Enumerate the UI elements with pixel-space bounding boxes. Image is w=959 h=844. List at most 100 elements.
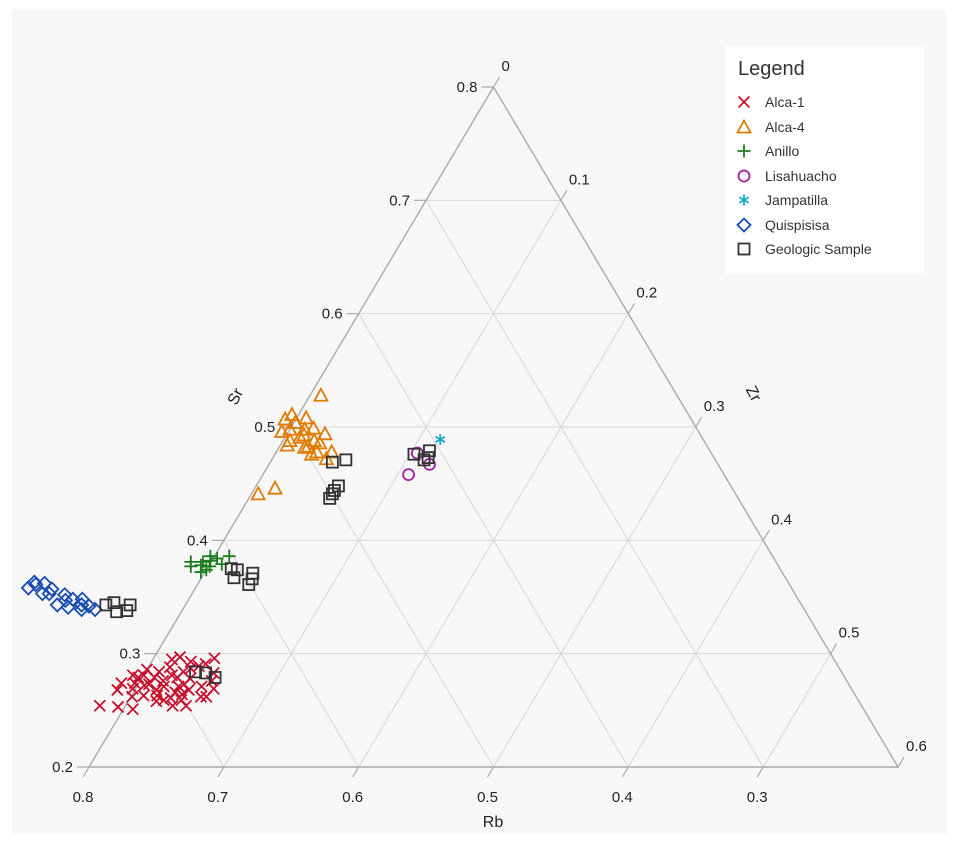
right-tick-label: 0.4: [771, 511, 792, 528]
legend-marker: [738, 194, 750, 206]
alca-1-point: [138, 679, 151, 692]
alca-1-point: [175, 688, 189, 701]
alca-1-point: [179, 699, 193, 712]
circle-marker-icon: [737, 169, 751, 183]
alca-4-point: [267, 479, 284, 495]
alca-4-point: [296, 439, 313, 454]
axis-titles: Rb Sr Zr: [225, 383, 765, 831]
alca-4-point: [305, 419, 322, 435]
legend-label: Jampatilla: [765, 192, 829, 209]
alca-4-point: [279, 436, 296, 452]
legend-item-anillo: Anillo: [735, 139, 872, 164]
plus-marker-icon: [737, 144, 751, 158]
legend-label: Geologic Sample: [765, 241, 872, 258]
legend-item-alca-4: Alca-4: [735, 115, 872, 140]
bottom-tick-label: 0.5: [477, 789, 498, 806]
alca-1-point: [194, 690, 208, 703]
anillo-point: [194, 558, 208, 572]
geologic-sample-point: [227, 571, 241, 585]
alca-4-point: [300, 437, 317, 453]
chart-area: 0.8 0.7 0.6 0.5 0.4 0.3 0.2 0.3 0.4 0.5 0.6 0.7 0.8…: [12, 10, 947, 834]
left-tick-label: 0.7: [389, 192, 410, 209]
left-tick-label: 0.4: [187, 532, 208, 549]
geologic-sample-point: [224, 562, 238, 576]
alca-1-point: [163, 661, 177, 674]
alca-1-point: [208, 652, 221, 665]
alca-1-point: [205, 674, 218, 688]
quispisisa-point: [27, 576, 44, 593]
right-tick-label: 0.3: [704, 398, 725, 415]
legend-label: Alca-1: [765, 94, 805, 111]
left-tick-label: 0.2: [52, 759, 73, 776]
geologic-sample-point: [107, 596, 121, 610]
geologic-sample-point: [123, 598, 137, 612]
alca-4-point: [273, 423, 290, 438]
zr-axis-title: Zr: [742, 383, 764, 405]
legend-item-jampatilla: Jampatilla: [735, 188, 872, 213]
alca-1-point: [184, 655, 197, 668]
triangle-marker-icon: [735, 118, 753, 134]
alca-1-point: [182, 683, 195, 697]
alca-1-point: [111, 700, 125, 714]
alca-1-point: [126, 703, 139, 716]
legend-item-lisahuacho: Lisahuacho: [735, 164, 872, 189]
diamond-marker-icon: [736, 216, 752, 233]
alca-1-point: [128, 676, 141, 690]
right-tick: [560, 190, 568, 201]
bottom-tick-label: 0.4: [612, 789, 633, 806]
alca-4-point: [316, 425, 333, 441]
bottom-axis-ticks: 0.8 0.7 0.6 0.5 0.4 0.3: [73, 766, 768, 806]
geologic-sample-point: [332, 479, 345, 493]
right-tick: [897, 756, 905, 768]
series-geologic-sample: [99, 444, 436, 684]
geologic-sample-point: [417, 453, 431, 467]
ternary-plot: 0.8 0.7 0.6 0.5 0.4 0.3 0.20.30.40.50.60.70.8…: [20, 58, 927, 831]
alca-1-point: [126, 690, 139, 703]
alca-4-point: [292, 428, 309, 444]
alca-1-point: [173, 650, 187, 664]
alca-1-point: [132, 671, 145, 684]
alca-1-point: [165, 653, 179, 666]
alca-1-point: [157, 693, 170, 707]
grid-lines: [155, 199, 832, 768]
legend: Legend Alca-1 Alca-4 Anillo Lisahuacho Jampa…: [725, 46, 924, 274]
right-tick-label: 0.1: [569, 171, 590, 188]
series-jampatilla: [435, 433, 446, 445]
right-tick: [830, 643, 838, 654]
bottom-tick-label: 0.8: [73, 789, 94, 806]
left-tick-label: 0.8: [457, 79, 478, 96]
quispisisa-point: [57, 592, 74, 609]
alca-1-point: [142, 678, 156, 691]
legend-label: Lisahuacho: [765, 167, 837, 184]
series-quispisisa: [20, 574, 103, 618]
right-tick-label: 0.2: [636, 285, 657, 302]
alca-1-point: [150, 689, 164, 702]
jampatilla-point: [435, 433, 446, 445]
legend-marker: [735, 118, 753, 134]
alca-4-point: [311, 434, 328, 450]
alca-1-point: [152, 665, 166, 678]
quispisisa-point: [87, 601, 103, 618]
left-tick-label: 0.3: [120, 646, 141, 663]
right-tick: [627, 303, 635, 314]
alca-1-point: [172, 680, 185, 693]
alca-4-point: [277, 410, 294, 426]
geologic-sample-point: [327, 484, 341, 497]
legend-title: Legend: [738, 58, 805, 80]
right-axis-ticks: 0 0.1 0.2 0.3 0.4 0.5 0.6: [492, 58, 927, 768]
legend-marker: [736, 216, 752, 233]
series-anillo: [184, 549, 236, 579]
asterisk-marker-icon: [738, 194, 750, 206]
legend-marker: [737, 96, 751, 109]
bottom-tick-label: 0.3: [747, 789, 768, 806]
alca-1-point: [183, 672, 197, 685]
geologic-sample-point: [99, 598, 113, 612]
anillo-point: [184, 559, 198, 573]
alca-1-point: [200, 690, 213, 703]
alca-4-point: [296, 420, 313, 436]
legend-label: Quispisisa: [765, 216, 830, 233]
x-marker-icon: [737, 96, 751, 109]
alca-1-point: [137, 689, 150, 702]
alca-1-point: [111, 683, 124, 697]
alca-1-point: [93, 699, 106, 712]
